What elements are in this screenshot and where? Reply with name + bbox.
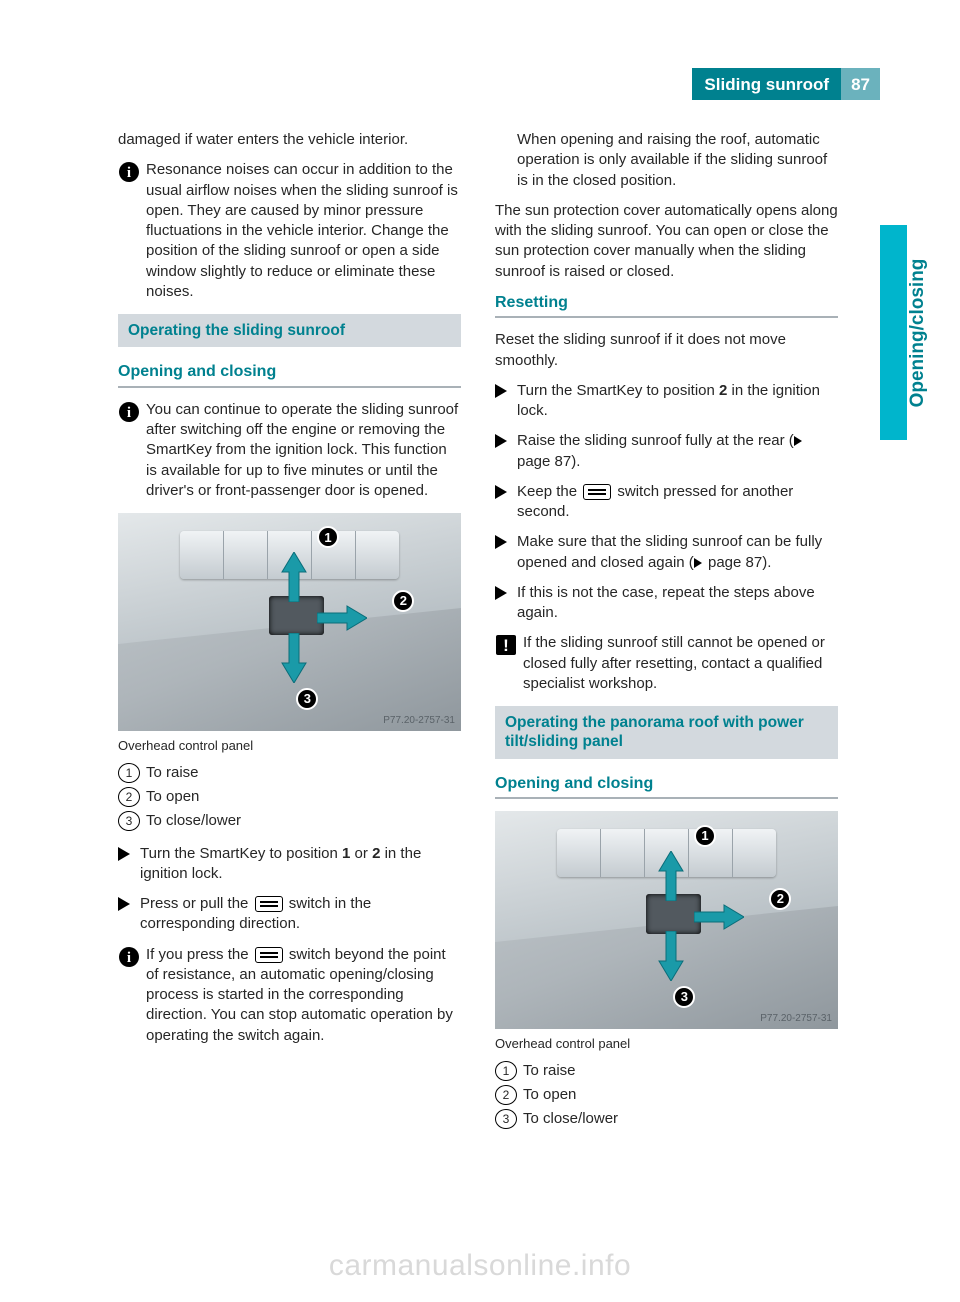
side-tab-bg — [880, 225, 907, 440]
step-turn-key: Turn the SmartKey to position 1 or 2 in … — [118, 844, 461, 885]
side-tab-label: Opening/closing — [905, 228, 931, 438]
arrow-right-icon — [317, 600, 367, 636]
legend-1: To raise — [146, 763, 461, 783]
figure-overhead-panel-1: 1 2 3 P77.20-2757-31 — [118, 513, 461, 731]
subhead-opening-closing-2: Opening and closing — [495, 773, 838, 800]
section-operating-sunroof: Operating the sliding sunroof — [118, 314, 461, 347]
figure-overhead-panel-2: 1 2 3 P77.20-2757-31 — [495, 811, 838, 1029]
svg-text:!: ! — [503, 636, 509, 655]
step-marker-icon — [495, 583, 513, 624]
step-press-switch-text: Press or pull the switch in the correspo… — [140, 894, 461, 935]
marker-3: 3 — [673, 986, 695, 1008]
marker-2: 2 — [392, 590, 414, 612]
switch-icon — [255, 896, 283, 912]
legend-num-1: 1 — [118, 763, 140, 783]
para-r1: When opening and raising the roof, autom… — [517, 130, 838, 191]
step-marker-icon — [118, 844, 136, 885]
info-icon: i — [118, 946, 140, 968]
marker-1: 1 — [694, 825, 716, 847]
para-damaged: damaged if water enters the vehicle inte… — [118, 130, 461, 150]
arrow-up-icon — [276, 552, 312, 602]
warn-reset-text: If the sliding sunroof still cannot be o… — [523, 633, 838, 694]
arrow-right-icon — [694, 899, 744, 935]
rstep-3: Keep the switch pressed for another seco… — [495, 482, 838, 523]
arrow-down-icon — [653, 931, 689, 981]
legend-2: To open — [146, 787, 461, 807]
rstep-2: Raise the sliding sunroof fully at the r… — [495, 431, 838, 472]
legend-r1: To raise — [523, 1061, 838, 1081]
legend-num-1: 1 — [495, 1061, 517, 1081]
header-page-number: 87 — [841, 68, 880, 100]
info-resonance: i Resonance noises can occur in addition… — [118, 160, 461, 302]
para-r2: The sun protection cover automatically o… — [495, 201, 838, 282]
legend-num-2: 2 — [495, 1085, 517, 1105]
legend-list-2: 1 To raise 2 To open 3 To close/lower — [495, 1061, 838, 1130]
svg-text:i: i — [127, 950, 131, 966]
watermark-text: carmanualsonline.info — [0, 1246, 960, 1287]
legend-num-3: 3 — [118, 811, 140, 831]
svg-text:i: i — [127, 405, 131, 421]
warn-reset: ! If the sliding sunroof still cannot be… — [495, 633, 838, 694]
step-press-switch: Press or pull the switch in the correspo… — [118, 894, 461, 935]
subhead-resetting: Resetting — [495, 292, 838, 319]
legend-r3: To close/lower — [523, 1109, 838, 1129]
rstep-2-text: Raise the sliding sunroof fully at the r… — [517, 431, 838, 472]
info-auto-op-text: If you press the switch beyond the point… — [146, 945, 461, 1046]
step-marker-icon — [495, 381, 513, 422]
marker-2: 2 — [769, 888, 791, 910]
figure-credit-2: P77.20-2757-31 — [760, 1012, 832, 1026]
legend-3: To close/lower — [146, 811, 461, 831]
ref-triangle-icon — [794, 436, 802, 446]
step-marker-icon — [495, 431, 513, 472]
svg-text:i: i — [127, 165, 131, 181]
info-continue-text: You can continue to operate the sliding … — [146, 400, 461, 501]
header-title: Sliding sunroof — [692, 68, 841, 100]
step-marker-icon — [118, 894, 136, 935]
para-r3: Reset the sliding sunroof if it does not… — [495, 330, 838, 371]
figure-caption-2: Overhead control panel — [495, 1035, 838, 1053]
arrow-up-icon — [653, 851, 689, 901]
info-icon: i — [118, 161, 140, 183]
ref-triangle-icon — [694, 558, 702, 568]
rstep-1: Turn the SmartKey to position 2 in the i… — [495, 381, 838, 422]
info-auto-op: i If you press the switch beyond the poi… — [118, 945, 461, 1046]
step-turn-key-text: Turn the SmartKey to position 1 or 2 in … — [140, 844, 461, 885]
warning-icon: ! — [495, 634, 517, 656]
section-panorama: Operating the panorama roof with power t… — [495, 706, 838, 759]
subhead-opening-closing: Opening and closing — [118, 361, 461, 388]
legend-num-3: 3 — [495, 1109, 517, 1129]
page-body: damaged if water enters the vehicle inte… — [118, 130, 838, 1142]
marker-3: 3 — [296, 688, 318, 710]
rstep-5: If this is not the case, repeat the step… — [495, 583, 838, 624]
info-continue-operate: i You can continue to operate the slidin… — [118, 400, 461, 501]
right-column: When opening and raising the roof, autom… — [495, 130, 838, 1142]
figure-credit: P77.20-2757-31 — [383, 714, 455, 728]
step-marker-icon — [495, 532, 513, 573]
rstep-1-text: Turn the SmartKey to position 2 in the i… — [517, 381, 838, 422]
switch-icon — [255, 947, 283, 963]
legend-num-2: 2 — [118, 787, 140, 807]
legend-list-1: 1 To raise 2 To open 3 To close/lower — [118, 763, 461, 832]
rstep-4-text: Make sure that the sliding sunroof can b… — [517, 532, 838, 573]
figure-caption-1: Overhead control panel — [118, 737, 461, 755]
arrow-down-icon — [276, 633, 312, 683]
switch-icon — [583, 484, 611, 500]
left-column: damaged if water enters the vehicle inte… — [118, 130, 461, 1142]
rstep-3-text: Keep the switch pressed for another seco… — [517, 482, 838, 523]
info-resonance-text: Resonance noises can occur in addition t… — [146, 160, 461, 302]
rstep-5-text: If this is not the case, repeat the step… — [517, 583, 838, 624]
rstep-4: Make sure that the sliding sunroof can b… — [495, 532, 838, 573]
legend-r2: To open — [523, 1085, 838, 1105]
step-marker-icon — [495, 482, 513, 523]
page-header: Sliding sunroof 87 — [692, 68, 880, 100]
info-icon: i — [118, 401, 140, 423]
